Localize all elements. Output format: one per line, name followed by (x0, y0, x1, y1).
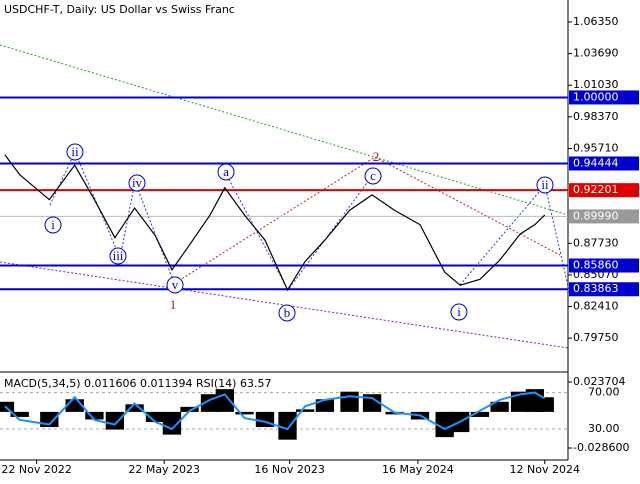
macd-bar (510, 391, 530, 412)
wave-circle (166, 276, 184, 294)
wave-circle (109, 247, 127, 265)
level-box (569, 183, 639, 198)
y-tick-label: 0.95710 (573, 141, 619, 154)
wave-circle (44, 216, 62, 234)
level-box (569, 258, 639, 273)
y-tick-label: 1.06350 (573, 15, 619, 28)
trend-line (0, 44, 569, 216)
macd-bar (0, 401, 15, 412)
current-price-label: 0.89990 (573, 209, 619, 222)
macd-bar (435, 411, 454, 438)
y-tick-label: 1.03690 (573, 47, 619, 60)
macd-bar (215, 389, 234, 412)
macd-bar (295, 409, 315, 412)
wave-label: ii (71, 144, 79, 159)
y-tick-label: 0.79750 (573, 331, 619, 344)
wave-circle (278, 304, 296, 322)
x-tick-label: 16 Nov 2023 (254, 463, 324, 476)
indicator-title: MACD(5,34,5) 0.011606 0.011394 RSI(14) 6… (4, 377, 271, 390)
wave-label: 2 (373, 149, 380, 164)
macd-bar (490, 401, 509, 412)
macd-tick-label: -0.028600 (573, 441, 629, 454)
price-line (4, 154, 546, 292)
macd-bar (470, 411, 490, 417)
y-tick-label: 0.98370 (573, 110, 619, 123)
y-tick-label: 0.87730 (573, 236, 619, 249)
wave-label: b (284, 305, 291, 320)
rsi-line (4, 391, 546, 431)
level-box (569, 90, 639, 105)
current-price-box (569, 209, 639, 224)
wave-label: iv (132, 175, 143, 190)
macd-bar (105, 411, 125, 430)
wave-label: c (370, 168, 376, 183)
wave-circle (536, 176, 554, 194)
wave-label: iii (113, 248, 124, 263)
level-label: 0.85860 (573, 259, 619, 272)
wave-circle (66, 143, 84, 161)
macd-bar (535, 397, 554, 412)
wave-circle (450, 303, 468, 321)
wave-labels (44, 143, 554, 322)
wave-label: i (51, 217, 55, 232)
wave-circle (217, 163, 235, 181)
rsi-tick-label: 30.00 (588, 422, 620, 435)
wave-label: a (223, 164, 229, 179)
macd-bar (162, 411, 182, 435)
macd-bar (235, 411, 254, 415)
wave-label: 1 (170, 297, 177, 312)
wave-circle (364, 167, 382, 185)
y-tick-label: 1.01030 (573, 78, 619, 91)
x-tick-label: 22 Nov 2022 (1, 463, 71, 476)
plot (0, 96, 568, 292)
level-label: 0.94444 (573, 156, 619, 169)
macd-bar (10, 411, 29, 417)
macd-bar (180, 406, 199, 412)
rsi-tick-label: 70.00 (588, 386, 620, 399)
wave-label: v (172, 277, 179, 292)
macd-bar (125, 404, 144, 412)
level-box (569, 156, 639, 171)
macd-bar (145, 411, 165, 422)
y-tick-label: 0.82410 (573, 300, 619, 313)
macd-tick-label: 0.023704 (573, 375, 626, 388)
level-box (569, 282, 639, 297)
wave-circle (128, 174, 146, 192)
macd-bar (315, 399, 335, 412)
level-label: 1.00000 (573, 90, 619, 103)
level-label: 0.92201 (573, 183, 619, 196)
macd-bar (85, 411, 104, 420)
macd-bar (278, 411, 297, 440)
chart-title: USDCHF-T, Daily: US Dollar vs Swiss Fran… (4, 3, 235, 16)
x-tick-label: 16 May 2024 (382, 463, 454, 476)
level-label: 0.83863 (573, 282, 619, 295)
x-tick-label: 22 May 2023 (128, 463, 200, 476)
wave-label: ii (541, 177, 549, 192)
x-tick-label: 12 Nov 2024 (510, 463, 580, 476)
wave-label: i (457, 304, 461, 319)
macd-bar (340, 391, 359, 412)
